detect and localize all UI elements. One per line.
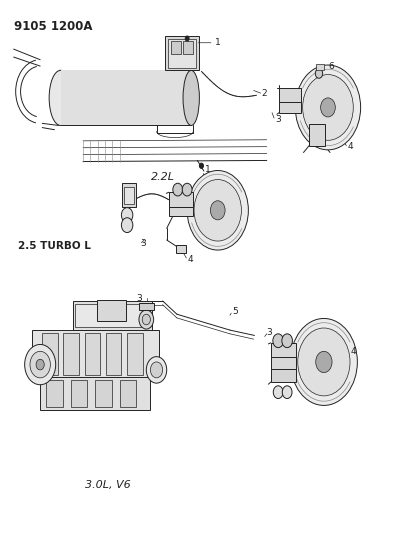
Bar <box>169 192 193 207</box>
Circle shape <box>282 386 292 399</box>
Bar <box>139 303 154 310</box>
Circle shape <box>302 75 353 140</box>
Circle shape <box>36 359 44 370</box>
Text: 6: 6 <box>328 62 334 70</box>
Ellipse shape <box>49 70 72 125</box>
Text: 2: 2 <box>262 89 268 98</box>
Bar <box>309 124 325 146</box>
Bar <box>279 88 301 103</box>
Circle shape <box>273 334 284 348</box>
Text: 4: 4 <box>187 255 193 264</box>
Bar <box>60 70 191 125</box>
Circle shape <box>30 351 51 378</box>
Bar <box>46 381 62 407</box>
Bar <box>122 183 136 207</box>
Bar <box>32 330 159 378</box>
Text: 9105 1200A: 9105 1200A <box>14 20 92 33</box>
Circle shape <box>185 36 189 41</box>
Bar <box>127 333 143 375</box>
Text: 1: 1 <box>215 38 220 47</box>
Bar <box>165 36 199 70</box>
Text: 2.2L: 2.2L <box>151 172 175 182</box>
Circle shape <box>296 65 360 150</box>
Bar <box>271 369 296 382</box>
Text: 1: 1 <box>205 166 210 174</box>
Circle shape <box>121 208 133 222</box>
Circle shape <box>199 163 203 168</box>
Circle shape <box>146 357 167 383</box>
Circle shape <box>121 217 133 232</box>
Bar <box>120 381 136 407</box>
Circle shape <box>273 386 283 399</box>
Bar <box>95 381 112 407</box>
Bar <box>271 343 296 358</box>
Circle shape <box>173 183 182 196</box>
Circle shape <box>282 334 293 348</box>
Text: 4: 4 <box>351 347 356 356</box>
Circle shape <box>321 98 335 117</box>
Text: 2.5 TURBO L: 2.5 TURBO L <box>18 241 90 252</box>
Bar <box>97 300 126 321</box>
Circle shape <box>187 171 248 250</box>
Circle shape <box>315 69 323 78</box>
Bar <box>71 381 87 407</box>
Bar <box>271 357 296 370</box>
Bar <box>183 41 193 54</box>
Circle shape <box>150 362 163 378</box>
Bar <box>106 333 121 375</box>
Text: 3: 3 <box>140 239 146 248</box>
Circle shape <box>194 180 241 241</box>
Bar <box>171 41 181 54</box>
Bar <box>85 333 100 375</box>
Circle shape <box>182 183 192 196</box>
Text: 3: 3 <box>266 328 272 337</box>
Bar <box>176 245 186 253</box>
Bar <box>124 187 134 205</box>
Bar <box>168 38 196 68</box>
Circle shape <box>298 328 350 396</box>
Text: 3.0L, V6: 3.0L, V6 <box>85 480 130 490</box>
Circle shape <box>291 318 357 406</box>
Bar <box>75 304 150 327</box>
Text: 3: 3 <box>275 115 281 124</box>
Circle shape <box>139 310 154 329</box>
Bar <box>40 377 150 410</box>
Ellipse shape <box>183 70 199 125</box>
Bar <box>169 207 193 216</box>
Text: 5: 5 <box>232 307 238 316</box>
Bar <box>42 333 58 375</box>
Text: 4: 4 <box>348 142 353 151</box>
Circle shape <box>142 314 150 325</box>
Text: 3: 3 <box>136 294 142 303</box>
Circle shape <box>210 201 225 220</box>
Bar <box>316 64 324 70</box>
Circle shape <box>25 344 55 385</box>
Bar <box>73 301 152 330</box>
Circle shape <box>316 351 332 373</box>
Bar <box>63 333 79 375</box>
Bar <box>279 102 301 113</box>
